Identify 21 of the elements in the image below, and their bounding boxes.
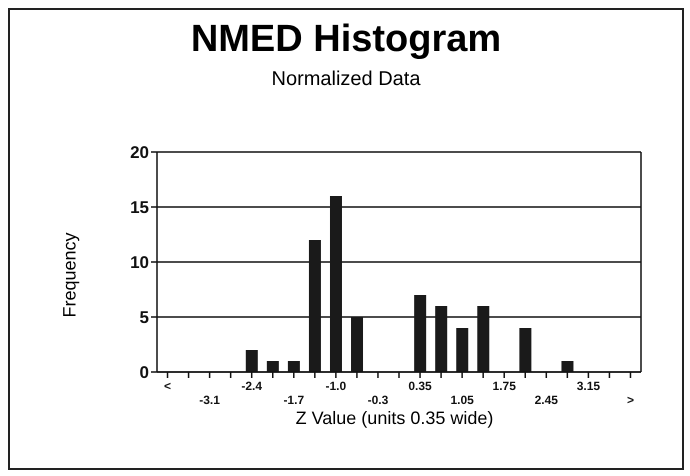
y-tick-label: 0 bbox=[140, 363, 149, 382]
x-tick-label: 3.15 bbox=[576, 379, 600, 393]
y-axis-title: Frequency bbox=[60, 232, 80, 318]
y-tick-label: 5 bbox=[140, 308, 149, 328]
x-tick-label: -2.4 bbox=[241, 379, 262, 393]
x-tick-label: -0.3 bbox=[368, 393, 389, 407]
x-tick-label: -1.7 bbox=[283, 393, 304, 407]
x-tick-label: 1.05 bbox=[450, 393, 474, 407]
chart-title: NMED Histogram bbox=[190, 18, 502, 61]
x-tick-label: 0.35 bbox=[408, 379, 432, 393]
y-tick-label: 10 bbox=[130, 253, 149, 272]
x-tick-label: 1.75 bbox=[492, 379, 516, 393]
y-tick-label: 20 bbox=[130, 143, 149, 162]
x-tick-label: 2.45 bbox=[534, 393, 558, 407]
chart-subtitle: Normalized Data bbox=[270, 68, 422, 91]
x-tick-label: -1.0 bbox=[326, 379, 347, 393]
x-axis-title: Z Value (units 0.35 wide) bbox=[294, 408, 494, 429]
x-tick-label: -3.1 bbox=[199, 393, 220, 407]
y-tick-label: 15 bbox=[130, 198, 149, 218]
x-tick-label: < bbox=[164, 379, 172, 393]
x-tick-label: > bbox=[626, 393, 634, 407]
